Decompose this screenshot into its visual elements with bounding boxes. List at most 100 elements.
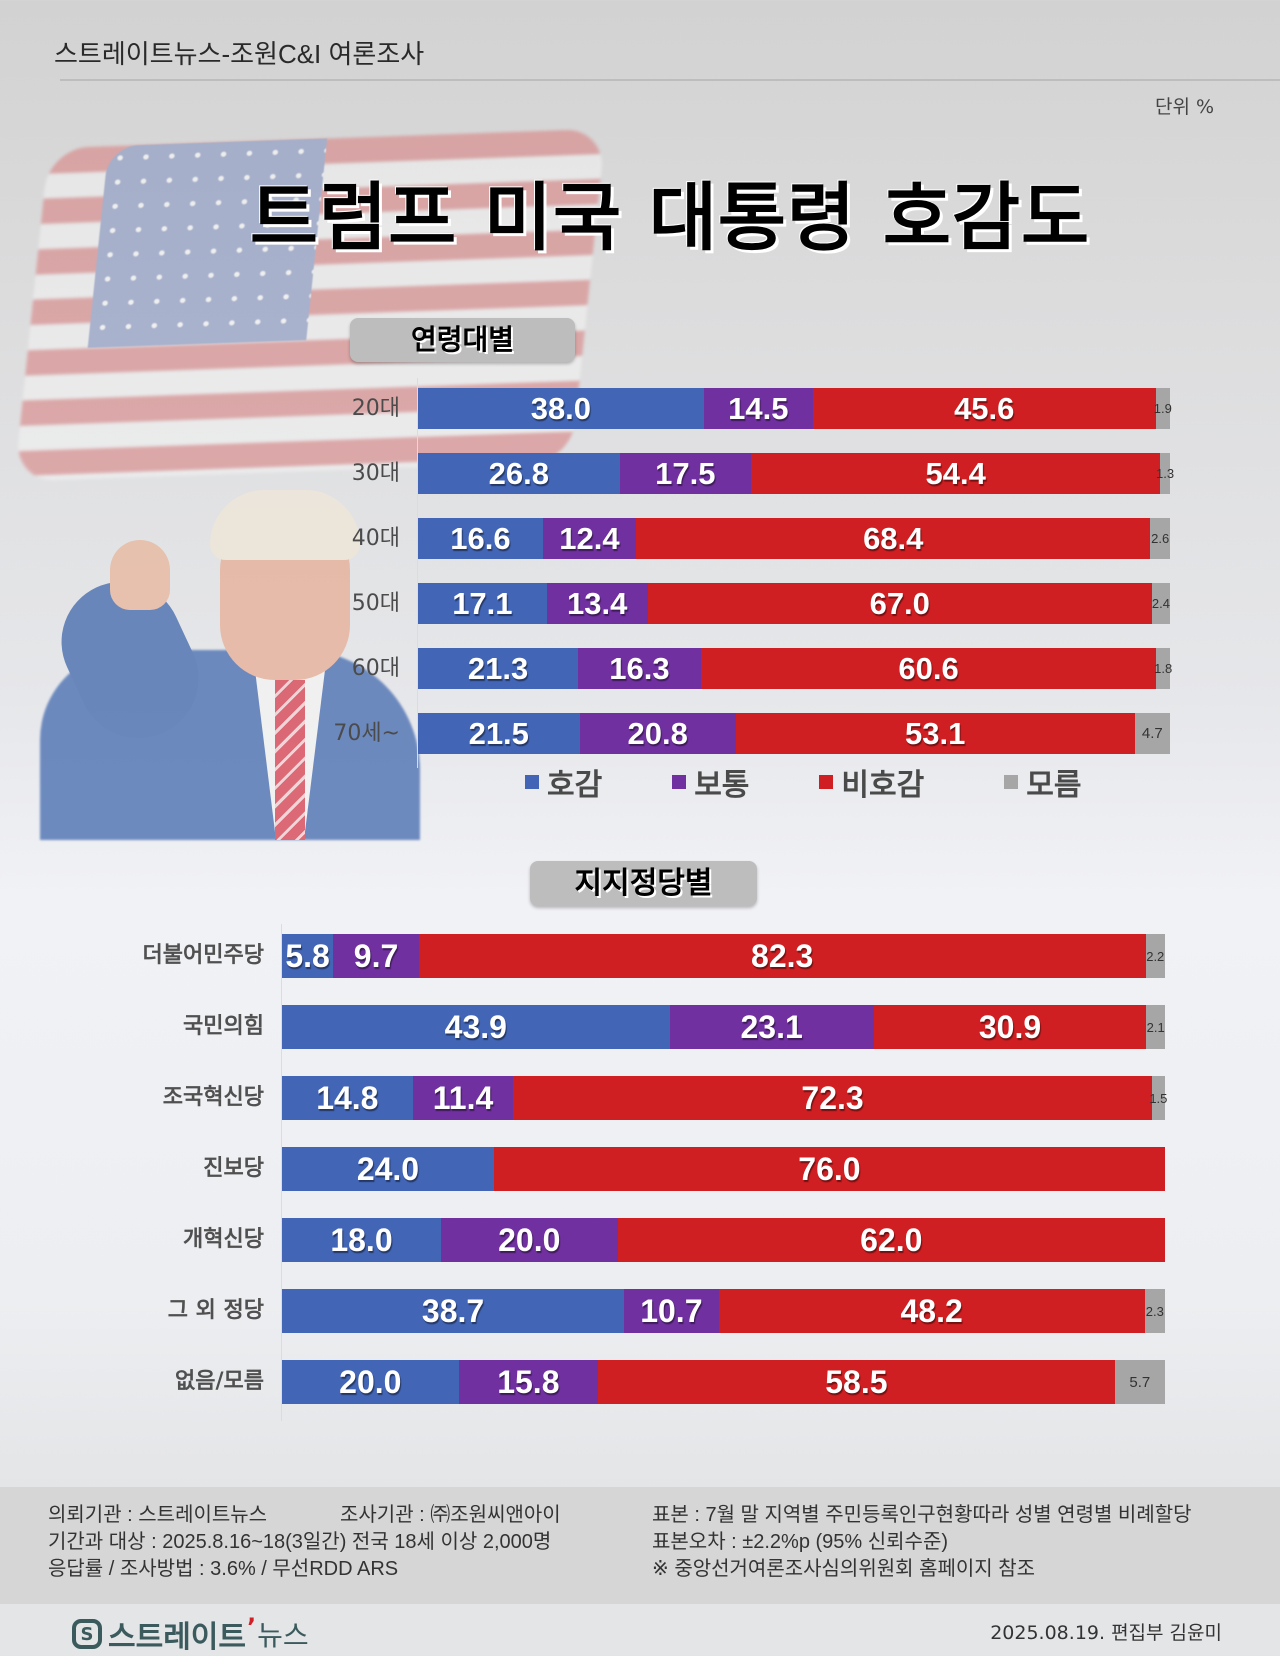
bar-segment-favorable: 43.9 (282, 1005, 670, 1049)
bar-segment-favorable: 38.7 (282, 1289, 625, 1333)
straight-news-logo: S 스트레이트 ʼ 뉴스 (72, 1612, 309, 1656)
legend-item-unknown: 모름 (1004, 760, 1081, 804)
legend-item-unfavorable: 비호감 (819, 760, 924, 804)
age-axis-line (417, 378, 418, 768)
bar-segment-neutral: 20.8 (579, 713, 736, 754)
legend-item-favorable: 호감 (525, 760, 602, 804)
bar-segment-neutral: 11.4 (412, 1076, 514, 1120)
footer-reference-note: ※ 중앙선거여론조사심의위원회 홈페이지 참조 (652, 1558, 1036, 1580)
party-bar-row: 24.0 76.0 (282, 1147, 1165, 1191)
bar-segment-unknown: 5.7 (1114, 1360, 1165, 1404)
bar-segment-neutral: 16.3 (578, 648, 701, 689)
legend-swatch-unknown (1004, 775, 1019, 789)
party-row-label: 없음/모름 (175, 1369, 264, 1394)
age-bar-row: 21.5 20.8 53.1 4.7 (418, 713, 1170, 754)
age-row-label: 60대 (351, 655, 400, 681)
age-bar-row: 21.3 16.3 60.6 1.8 (418, 648, 1172, 689)
bar-segment-favorable: 14.8 (282, 1076, 413, 1120)
bar-segment-favorable: 17.1 (418, 583, 547, 624)
bar-segment-unfavorable: 62.0 (617, 1218, 1165, 1262)
party-row-label: 조국혁신당 (162, 1085, 264, 1110)
publish-credit: 2025.08.19. 편집부 김윤미 (990, 1622, 1222, 1644)
bar-segment-unknown: 1.5 (1149, 1076, 1167, 1120)
bar-segment-unfavorable: 82.3 (418, 934, 1146, 978)
bar-segment-neutral: 12.4 (542, 518, 637, 559)
bar-segment-unfavorable: 67.0 (647, 583, 1152, 624)
bar-segment-unfavorable: 58.5 (598, 1360, 1115, 1404)
bar-segment-unfavorable: 30.9 (873, 1005, 1147, 1049)
survey-info-panel (0, 1487, 1280, 1604)
bar-segment-unfavorable: 45.6 (812, 388, 1156, 429)
bar-segment-favorable: 21.3 (418, 648, 579, 689)
bar-segment-unknown: 2.6 (1150, 518, 1170, 559)
bar-segment-unfavorable: 54.4 (751, 453, 1161, 494)
bar-segment-neutral: 20.0 (440, 1218, 618, 1262)
bar-segment-unfavorable: 76.0 (493, 1147, 1165, 1191)
bar-segment-unknown: 1.3 (1156, 453, 1174, 494)
party-row-label: 그 외 정당 (167, 1298, 264, 1323)
footer-sample: 표본 : 7월 말 지역별 주민등록인구현황따라 성별 연령별 비례할당 (652, 1504, 1192, 1526)
footer-agency: 조사기관 : ㈜조원씨앤아이 (340, 1504, 561, 1526)
bar-segment-neutral: 14.5 (703, 388, 813, 429)
bar-segment-favorable: 21.5 (418, 713, 580, 754)
party-row-label: 국민의힘 (183, 1014, 264, 1039)
header-divider (60, 79, 1280, 81)
age-row-label: 50대 (351, 590, 400, 616)
footer-method: 응답률 / 조사방법 : 3.6% / 무선RDD ARS (48, 1558, 399, 1580)
bar-segment-favorable: 18.0 (282, 1218, 441, 1262)
bar-segment-unfavorable: 72.3 (513, 1076, 1152, 1120)
bar-segment-unknown: 2.1 (1146, 1005, 1165, 1049)
bar-segment-unknown: 1.8 (1154, 648, 1172, 689)
bar-segment-neutral: 13.4 (546, 583, 648, 624)
bar-segment-neutral: 15.8 (458, 1360, 599, 1404)
party-axis-line (281, 924, 282, 1421)
bar-segment-neutral: 9.7 (333, 934, 419, 978)
bar-segment-unknown: 1.9 (1154, 388, 1172, 429)
party-row-label: 개혁신당 (183, 1227, 264, 1252)
footer-period: 기간과 대상 : 2025.8.16~18(3일간) 전국 18세 이상 2,0… (48, 1531, 552, 1553)
bar-segment-unknown: 2.3 (1144, 1289, 1165, 1333)
survey-source-header: 스트레이트뉴스-조원C&I 여론조사 (54, 39, 425, 69)
trump-portrait-image (40, 490, 420, 840)
age-row-label: 40대 (351, 525, 400, 551)
age-bar-row: 26.8 17.5 54.4 1.3 (418, 453, 1174, 494)
party-bar-row: 43.9 23.1 30.9 2.1 (282, 1005, 1165, 1049)
bar-segment-favorable: 26.8 (418, 453, 620, 494)
party-bar-row: 14.8 11.4 72.3 1.5 (282, 1076, 1167, 1120)
age-row-label: 70세~ (333, 720, 400, 746)
bar-segment-unknown: 4.7 (1134, 713, 1170, 754)
age-row-label: 30대 (351, 460, 400, 486)
party-bar-row: 38.7 10.7 48.2 2.3 (282, 1289, 1165, 1333)
bar-segment-neutral: 10.7 (624, 1289, 719, 1333)
legend-swatch-unfavorable (819, 775, 834, 789)
bar-segment-favorable: 24.0 (282, 1147, 494, 1191)
age-row-label: 20대 (351, 395, 400, 421)
unit-label: 단위 % (1155, 96, 1215, 118)
bar-segment-favorable: 5.8 (282, 934, 334, 978)
party-bar-row: 18.0 20.0 62.0 (282, 1218, 1165, 1262)
bar-segment-unfavorable: 48.2 (718, 1289, 1145, 1333)
age-bar-row: 38.0 14.5 45.6 1.9 (418, 388, 1172, 429)
legend-swatch-favorable (525, 775, 539, 789)
bar-segment-neutral: 23.1 (669, 1005, 874, 1049)
bar-segment-favorable: 20.0 (282, 1360, 459, 1404)
bar-segment-neutral: 17.5 (619, 453, 752, 494)
bar-segment-unknown: 2.4 (1151, 583, 1170, 624)
bar-segment-unknown: 2.2 (1145, 934, 1165, 978)
bar-segment-unfavorable: 68.4 (636, 518, 1151, 559)
logo-accent-mark: ʼ (247, 1613, 257, 1641)
chart-legend: 호감 보통 비호감 모름 (525, 760, 1151, 804)
footer-margin-error: 표본오차 : ±2.2%p (95% 신뢰수준) (652, 1531, 949, 1553)
bar-segment-unfavorable: 53.1 (735, 713, 1135, 754)
legend-item-neutral: 보통 (672, 760, 749, 804)
age-section-title: 연령대별 (350, 318, 575, 362)
party-row-label: 진보당 (203, 1156, 264, 1181)
party-bar-row: 20.0 15.8 58.5 5.7 (282, 1360, 1165, 1404)
legend-swatch-neutral (672, 775, 687, 789)
party-section-title: 지지정당별 (530, 861, 757, 906)
logo-s-icon: S (72, 1619, 102, 1649)
party-bar-row: 5.8 9.7 82.3 2.2 (282, 934, 1165, 978)
chart-title: 트럼프 미국 대통령 호감도 (249, 175, 1091, 261)
party-row-label: 더불어민주당 (142, 943, 264, 968)
bar-segment-favorable: 16.6 (418, 518, 543, 559)
